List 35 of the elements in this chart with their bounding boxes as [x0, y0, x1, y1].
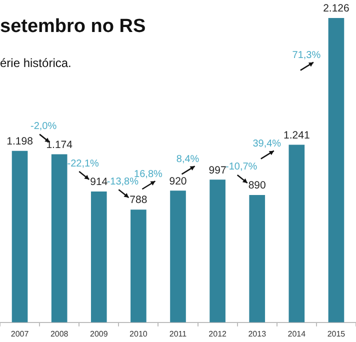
annotation: -22,1%	[67, 158, 100, 170]
data-label: 1.198	[6, 136, 34, 148]
data-label: 914	[90, 176, 108, 188]
x-tick-label: 2013	[248, 329, 267, 338]
bar	[328, 18, 344, 322]
bar	[288, 144, 305, 322]
bar	[210, 180, 226, 322]
bar	[90, 192, 107, 322]
data-label: 2.126	[323, 2, 350, 15]
annotation: 8,4%	[176, 154, 200, 165]
x-tick-label: 2012	[208, 329, 228, 338]
annotation: 71,3%	[292, 50, 321, 62]
x-tick-label: 2009	[90, 329, 108, 338]
annotation: -2,0%	[30, 121, 57, 132]
bar	[130, 210, 146, 322]
data-label: 890	[248, 180, 266, 192]
bar	[51, 154, 68, 322]
x-tick-label: 2014	[288, 329, 306, 338]
data-label: 788	[130, 194, 148, 206]
annotation: 39,4%	[252, 138, 282, 150]
x-tick-label: 2010	[130, 329, 148, 338]
data-label: 1.241	[284, 129, 310, 142]
bar	[170, 190, 186, 322]
bar	[12, 150, 28, 322]
text: érie histórica.	[0, 56, 72, 70]
chart-title: setembro no RS	[0, 16, 146, 38]
data-label: 997	[208, 164, 226, 176]
annotation: -10,7%	[225, 162, 258, 173]
data-label: 920	[169, 175, 187, 188]
x-tick-label: 2011	[169, 329, 188, 338]
bar	[249, 194, 266, 322]
x-tick-label: 2015	[327, 329, 346, 338]
x-tick-label: 2008	[50, 329, 69, 338]
data-label: 1.174	[46, 138, 73, 151]
x-tick-label: 2007	[10, 329, 30, 338]
